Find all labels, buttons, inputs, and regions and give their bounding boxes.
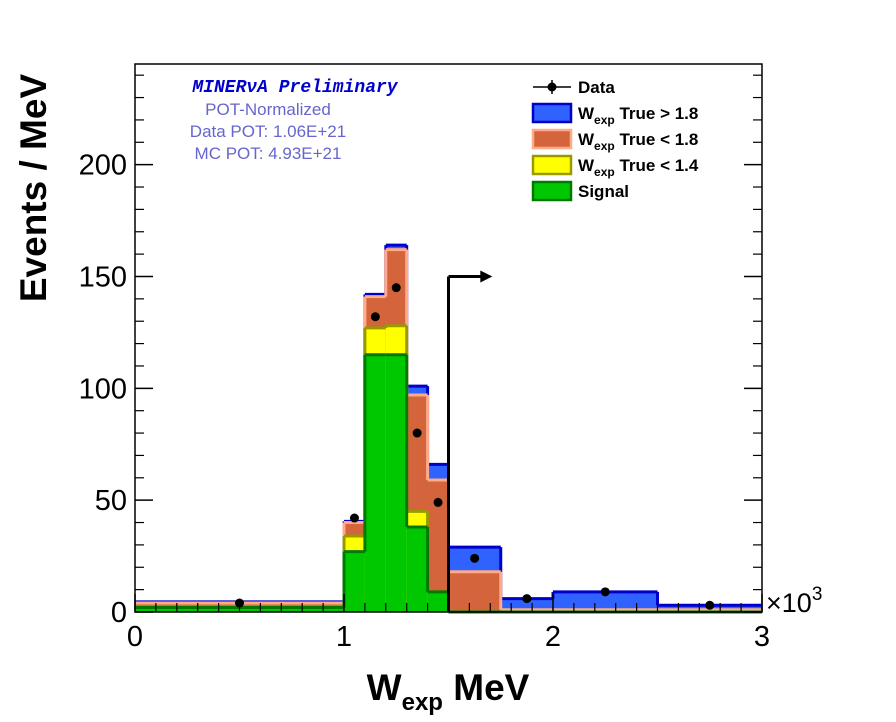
- pot-normalized-label: POT-Normalized: [205, 100, 331, 119]
- x-tick-label-2: 2: [545, 621, 561, 653]
- bar-wexp-true-1-8-5: [427, 480, 449, 612]
- legend-data-marker: [547, 82, 557, 92]
- x-axis-title-tail: MeV: [443, 667, 530, 708]
- data-point-7: [522, 594, 532, 604]
- axes: [134, 63, 763, 613]
- legend-label-wexp-true-1-8: Wexp True > 1.8: [578, 104, 698, 127]
- legend-swatch-wexp-true-1-8: [531, 128, 573, 150]
- bar-wexp-true-1-8-6: [448, 571, 501, 612]
- legend-swatch-wexp-true-1-8: [531, 102, 573, 124]
- x-multiplier-base: ×10: [766, 588, 812, 618]
- y-tick-label-3: 150: [79, 261, 127, 293]
- x-tick-label-3: 3: [754, 621, 770, 653]
- y-tick-label-4: 200: [79, 150, 127, 182]
- x-axis-title: Wexp MeV: [367, 667, 530, 716]
- legend-label-signal: Signal: [578, 182, 629, 201]
- preliminary-label: MINERνA Preliminary: [191, 78, 398, 98]
- y-tick-label-0: 0: [111, 597, 127, 629]
- tick-labels: 0 50 100 150 200 0 1 2 3: [79, 150, 770, 653]
- legend-label-tail: True > 1.8: [615, 104, 699, 123]
- y-axis-title: Events / MeV: [13, 74, 54, 303]
- legend-label-main: W: [578, 156, 595, 175]
- bar-signal-5: [427, 591, 449, 612]
- x-axis-title-main: W: [367, 667, 402, 708]
- data-point-4: [412, 428, 422, 438]
- legend-label-wexp-true-1-8: Wexp True < 1.8: [578, 130, 698, 153]
- legend-label-sub: exp: [594, 165, 615, 179]
- bar-signal-1: [344, 551, 365, 612]
- legend-swatch-wexp-true-1-4: [531, 154, 573, 176]
- x-tick-label-1: 1: [336, 621, 352, 653]
- data-point-6: [470, 553, 480, 563]
- data-point-8: [600, 587, 610, 597]
- x-tick-label-0: 0: [127, 621, 143, 653]
- bar-signal-2: [364, 354, 386, 612]
- y-tick-label-2: 100: [79, 373, 127, 405]
- bar-wexp-true-1-8-8: [553, 591, 658, 612]
- data-point-9: [705, 600, 715, 610]
- legend-label-main: W: [578, 104, 595, 123]
- data-pot-label: Data POT: 1.06E+21: [190, 122, 346, 141]
- mc-pot-label: MC POT: 4.93E+21: [195, 144, 342, 163]
- x-multiplier-exp: 3: [812, 584, 823, 605]
- data-point-1: [349, 513, 359, 523]
- legend-label-tail: True < 1.8: [615, 130, 699, 149]
- data-point-3: [391, 283, 401, 293]
- legend-label-sub: exp: [594, 139, 615, 153]
- bar-signal-3: [385, 354, 407, 612]
- cut-line-arrowhead: [480, 270, 493, 283]
- legend-label-wexp-true-1-4: Wexp True < 1.4: [578, 156, 699, 179]
- legend-label-tail: True < 1.4: [615, 156, 699, 175]
- legend-label-main: W: [578, 130, 595, 149]
- x-axis-title-sub: exp: [402, 689, 443, 716]
- legend-label-data: Data: [578, 78, 615, 97]
- legend-label-sub: exp: [594, 113, 615, 127]
- cut-line: [447, 270, 493, 612]
- x-multiplier: ×103: [766, 584, 822, 618]
- bar-signal-4: [406, 527, 428, 612]
- stacked-histogram-bars: [135, 243, 762, 614]
- y-tick-label-1: 50: [95, 485, 127, 517]
- data-points: [235, 283, 715, 610]
- legend-swatch-signal: [531, 180, 573, 202]
- data-point-5: [433, 497, 443, 507]
- legend-label-main: Signal: [578, 182, 629, 201]
- data-point-2: [370, 312, 380, 322]
